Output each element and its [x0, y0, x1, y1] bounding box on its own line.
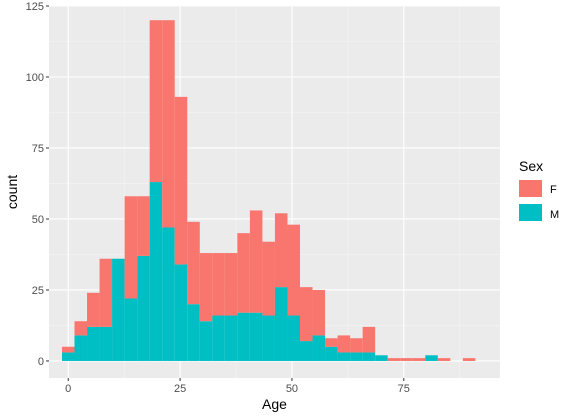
bar-f: [287, 224, 301, 316]
x-axis: 0 25 50 75: [65, 378, 410, 395]
bar-m: [300, 341, 313, 361]
bar-f: [387, 358, 401, 361]
bar-m: [362, 352, 376, 361]
bar-m: [375, 355, 388, 361]
bar-f: [212, 253, 225, 316]
bar-f: [74, 321, 88, 336]
bar-m: [112, 258, 125, 361]
bar-m: [162, 227, 175, 361]
bar-f: [362, 326, 376, 353]
bar-m: [174, 264, 188, 361]
bar-m: [262, 315, 275, 361]
bar-f: [124, 196, 138, 299]
bar-m: [87, 326, 100, 361]
legend-label-f: F: [550, 184, 557, 196]
bar-m: [137, 255, 150, 361]
bar-f: [174, 96, 188, 265]
bar-m: [224, 315, 238, 361]
bar-f: [224, 253, 238, 316]
bar-m: [237, 312, 250, 361]
bars: [61, 20, 476, 361]
bar-m: [337, 352, 351, 361]
bar-f: [300, 287, 313, 342]
bar-m: [124, 298, 138, 361]
legend-key-f: [519, 180, 542, 197]
bar-f: [350, 338, 363, 353]
bar-m: [199, 321, 213, 361]
bar-f: [312, 289, 326, 336]
bar-m: [312, 335, 326, 361]
bar-f: [61, 346, 75, 353]
bar-m: [274, 287, 288, 361]
y-tick-label: 125: [26, 1, 44, 13]
y-tick-label: 0: [38, 356, 44, 368]
bar-m: [425, 355, 438, 361]
bar-f: [437, 358, 451, 361]
bar-f: [237, 233, 250, 313]
y-tick-label: 75: [32, 143, 44, 155]
bar-f: [162, 20, 175, 228]
y-tick-label: 25: [32, 285, 44, 297]
bar-f: [137, 196, 150, 256]
x-axis-title: Age: [262, 396, 287, 412]
bar-f: [199, 253, 213, 322]
bar-m: [287, 315, 301, 361]
bar-f: [99, 258, 113, 327]
bar-m: [249, 312, 263, 361]
x-tick-label: 75: [398, 383, 410, 395]
x-tick-label: 25: [174, 383, 186, 395]
bar-m: [325, 346, 338, 361]
legend: Sex F M: [519, 158, 559, 221]
x-tick-label: 50: [286, 383, 298, 395]
y-tick-label: 100: [26, 72, 44, 84]
bar-m: [187, 304, 200, 361]
bar-m: [212, 315, 225, 361]
bar-f: [87, 292, 100, 327]
bar-f: [325, 338, 338, 347]
x-tick-label: 0: [65, 383, 71, 395]
bar-f: [412, 358, 426, 361]
legend-key-m: [519, 204, 542, 221]
legend-title: Sex: [519, 158, 543, 174]
y-axis-title: count: [4, 175, 20, 209]
bar-m: [74, 335, 88, 361]
bar-m: [350, 352, 363, 361]
bar-f: [249, 210, 263, 313]
y-tick-label: 50: [32, 214, 44, 226]
bar-f: [149, 20, 163, 183]
bar-m: [61, 352, 75, 361]
bar-f: [400, 358, 413, 361]
legend-label-m: M: [550, 209, 559, 221]
bar-f: [187, 221, 200, 305]
bar-f: [274, 213, 288, 288]
bar-f: [337, 335, 351, 353]
bar-f: [462, 358, 476, 361]
bar-m: [149, 182, 163, 361]
bar-m: [99, 326, 113, 361]
y-axis: 0 25 50 75 100 125: [26, 1, 49, 368]
bar-f: [262, 241, 275, 316]
